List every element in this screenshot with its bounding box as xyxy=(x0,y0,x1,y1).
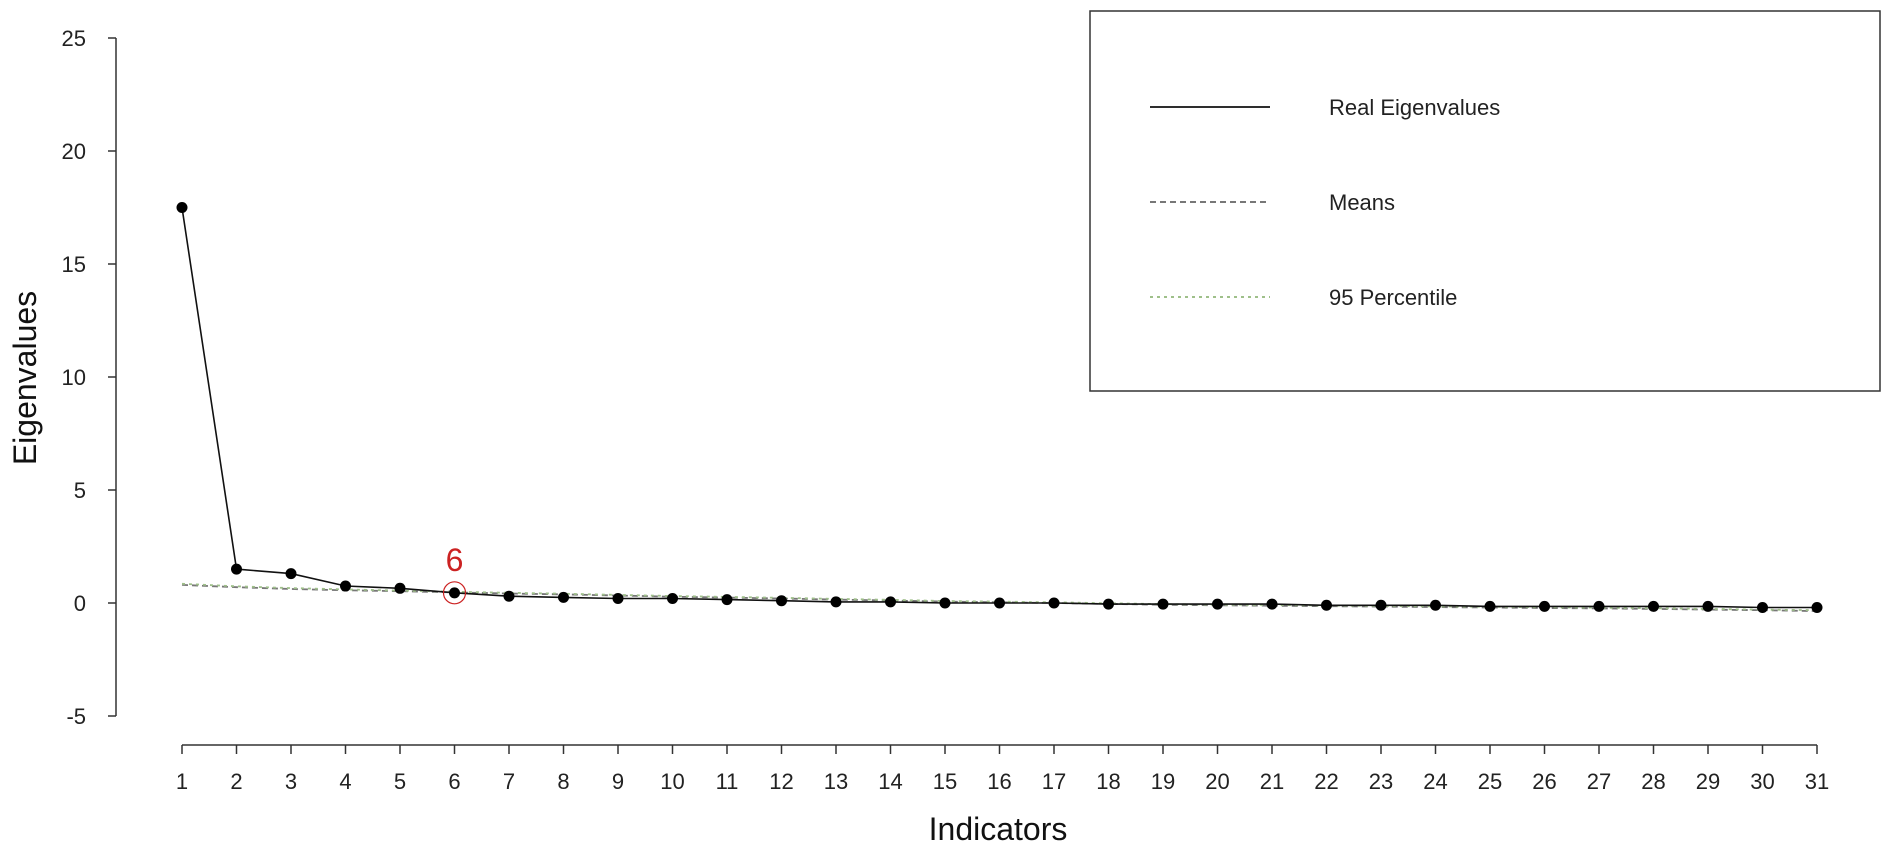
x-tick-label: 25 xyxy=(1478,769,1502,794)
data-point xyxy=(1811,602,1823,614)
data-point xyxy=(612,592,624,604)
x-tick-label: 21 xyxy=(1260,769,1284,794)
x-tick-label: 14 xyxy=(878,769,902,794)
x-tick-label: 9 xyxy=(612,769,624,794)
y-axis-title: Eigenvalues xyxy=(7,291,43,465)
x-tick-label: 4 xyxy=(339,769,351,794)
x-tick-label: 24 xyxy=(1423,769,1447,794)
data-point xyxy=(1157,598,1169,610)
data-point xyxy=(1539,600,1550,612)
data-point xyxy=(721,594,733,606)
data-point xyxy=(1103,598,1114,610)
y-tick-label: 15 xyxy=(62,252,86,277)
y-tick-label: 25 xyxy=(62,26,86,51)
x-tick-label: 27 xyxy=(1587,769,1611,794)
x-tick-label: 16 xyxy=(987,769,1011,794)
x-tick-label: 30 xyxy=(1750,769,1774,794)
data-point xyxy=(1048,597,1060,609)
x-tick-label: 28 xyxy=(1641,769,1665,794)
x-tick-label: 13 xyxy=(824,769,848,794)
data-point xyxy=(830,596,842,608)
y-tick-label: 10 xyxy=(62,365,86,390)
legend-label: 95 Percentile xyxy=(1329,285,1457,310)
data-point xyxy=(176,202,188,213)
data-point xyxy=(231,563,242,575)
y-axis: 25 20 15 10 5 0 -5 xyxy=(62,26,117,729)
x-tick-label: 3 xyxy=(285,769,297,794)
x-tick-label: 1 xyxy=(176,769,188,794)
x-tick-label: 20 xyxy=(1205,769,1229,794)
x-tick-label: 31 xyxy=(1805,769,1829,794)
data-point xyxy=(1702,600,1714,612)
x-tick-label: 7 xyxy=(503,769,515,794)
x-tick-label: 10 xyxy=(660,769,684,794)
legend-label: Real Eigenvalues xyxy=(1329,95,1500,120)
x-tick-label: 2 xyxy=(230,769,242,794)
x-tick-label: 15 xyxy=(933,769,957,794)
data-point xyxy=(885,596,896,608)
legend: Real Eigenvalues Means 95 Percentile xyxy=(1089,10,1881,392)
x-tick-label: 6 xyxy=(448,769,460,794)
data-point xyxy=(285,568,297,580)
data-point xyxy=(1757,602,1768,614)
x-axis: 1 2 3 4 5 6 7 8 9 10 11 12 13 14 15 16 17 18 19 20 21 22 23 24 2… xyxy=(176,744,1829,794)
data-point xyxy=(939,597,951,609)
annotation-label: 6 xyxy=(446,542,464,578)
data-point xyxy=(1266,598,1278,610)
x-tick-label: 23 xyxy=(1369,769,1393,794)
data-point xyxy=(776,595,787,607)
x-tick-label: 26 xyxy=(1532,769,1556,794)
x-tick-label: 19 xyxy=(1151,769,1175,794)
data-point xyxy=(503,590,515,602)
annotation-circle xyxy=(442,581,467,605)
x-tick-label: 8 xyxy=(557,769,569,794)
x-tick-label: 18 xyxy=(1096,769,1120,794)
data-point xyxy=(1593,600,1605,612)
x-tick-label: 12 xyxy=(769,769,793,794)
data-point xyxy=(449,587,460,599)
x-axis-title: Indicators xyxy=(929,811,1068,847)
y-tick-label: 5 xyxy=(74,478,86,503)
data-point xyxy=(340,580,351,592)
x-tick-label: 29 xyxy=(1696,769,1720,794)
points-layer xyxy=(176,202,1823,614)
data-point xyxy=(994,597,1005,609)
data-point xyxy=(1321,599,1332,611)
legend-box xyxy=(1089,10,1881,392)
x-tick-label: 11 xyxy=(716,769,739,794)
x-tick-label: 17 xyxy=(1042,769,1066,794)
data-point xyxy=(667,592,678,604)
data-point xyxy=(1648,600,1659,612)
data-point xyxy=(1484,600,1496,612)
annotation-layer: 6 xyxy=(442,542,467,605)
data-point xyxy=(1375,599,1387,611)
y-tick-label: 0 xyxy=(74,591,86,616)
data-point xyxy=(394,582,406,594)
y-tick-label: -5 xyxy=(66,704,86,729)
x-tick-label: 5 xyxy=(394,769,406,794)
legend-label: Means xyxy=(1329,190,1395,215)
data-point xyxy=(1212,598,1223,610)
data-point xyxy=(1430,599,1441,611)
x-tick-label: 22 xyxy=(1314,769,1338,794)
data-point xyxy=(558,591,569,603)
y-tick-label: 20 xyxy=(62,139,86,164)
